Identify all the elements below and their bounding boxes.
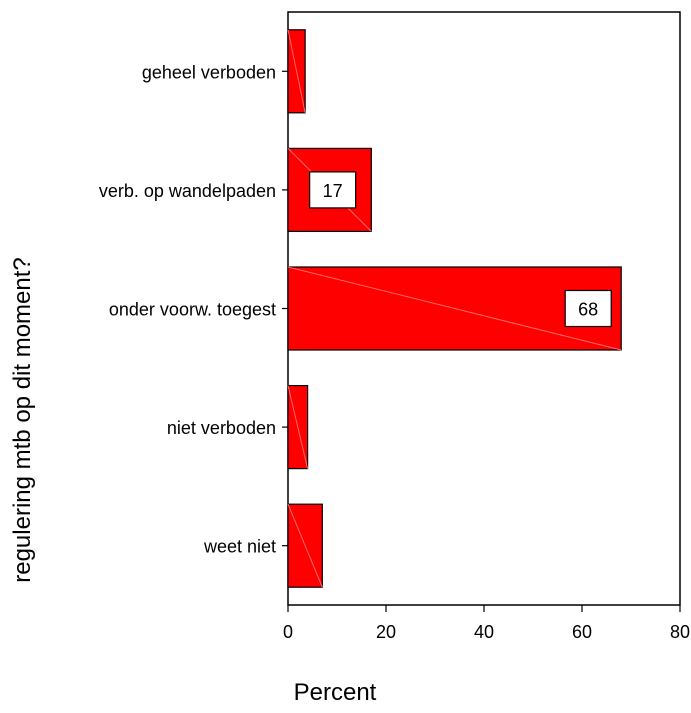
data-label-1: 17 [323, 181, 343, 201]
category-label: onder voorw. toegest [109, 300, 276, 320]
x-tick-label: 40 [474, 622, 494, 642]
bar-shade-2 [287, 266, 622, 351]
data-label-2: 68 [578, 300, 598, 320]
x-tick-label: 0 [283, 622, 293, 642]
category-label: verb. op wandelpaden [99, 181, 276, 201]
x-axis-ticks: 0 20 40 60 80 [283, 605, 690, 642]
bar-shade-3 [287, 385, 309, 469]
category-label: niet verboden [167, 418, 276, 438]
bar-shade-0 [287, 29, 306, 113]
y-axis-category-labels: geheel verboden verb. op wandelpaden onder… [99, 62, 288, 557]
category-label: weet niet [203, 537, 276, 557]
data-label-box-2 [564, 289, 612, 328]
x-tick-label: 80 [670, 622, 690, 642]
data-label-box-1 [309, 171, 357, 209]
y-axis-title: regulering mtb op dit moment? [9, 257, 36, 583]
category-label: geheel verboden [142, 62, 276, 82]
x-axis-title: Percent [294, 679, 377, 706]
x-tick-label: 20 [376, 622, 396, 642]
x-tick-label: 60 [572, 622, 592, 642]
bar-shade-4 [287, 503, 323, 588]
